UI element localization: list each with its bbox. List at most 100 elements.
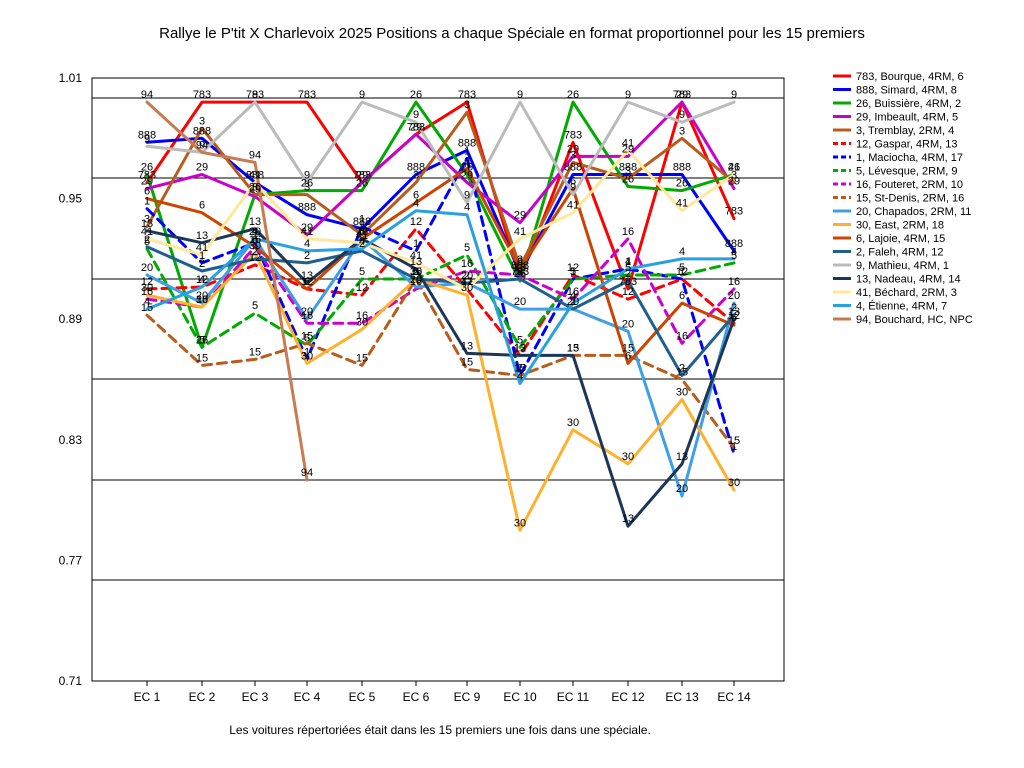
data-label-30: 30 [301,350,313,362]
data-label-4: 4 [731,246,737,258]
data-label-2: 2 [199,258,205,270]
data-label-5: 5 [517,334,523,346]
data-label-1: 1 [413,238,419,250]
data-label-888: 888 [673,161,691,173]
data-label-783: 783 [353,170,371,182]
data-label-6: 6 [679,290,685,302]
series-line-13 [145,227,736,528]
data-label-6: 6 [517,256,523,268]
data-label-41: 41 [141,226,153,238]
data-label-30: 30 [514,517,526,529]
legend-entry-30: 30, East, 2RM, 18 [856,220,944,232]
data-label-5: 5 [144,236,150,248]
data-label-1: 1 [517,362,523,374]
data-label-41: 41 [514,226,526,238]
data-label-888: 888 [353,216,371,228]
data-label-6: 6 [199,200,205,212]
data-label-26: 26 [249,182,261,194]
data-label-5: 5 [252,300,258,312]
data-label-5: 5 [731,250,737,262]
data-label-13: 13 [676,451,688,463]
data-label-6: 6 [625,350,631,362]
data-label-3: 3 [144,214,150,226]
series-line-9 [145,100,736,205]
data-label-6: 6 [359,226,365,238]
data-label-26: 26 [728,161,740,173]
data-label-9: 9 [252,89,258,101]
data-label-30: 30 [196,294,208,306]
data-label-3: 3 [359,222,365,234]
data-label-3: 3 [570,149,576,161]
data-label-26: 26 [196,334,208,346]
data-label-41: 41 [249,170,261,182]
data-label-783: 783 [407,121,425,133]
data-label-13: 13 [249,216,261,228]
y-tick-label: 0.71 [59,674,83,688]
legend-entry-2: 2, Faleh, 4RM, 12 [856,247,943,259]
data-label-16: 16 [249,234,261,246]
chart-footnote: Les voitures répertoriées était dans les… [229,723,651,737]
legend-entry-13: 13, Nadeau, 4RM, 14 [856,274,961,286]
legend-entry-15: 15, St-Denis, 2RM, 16 [856,193,964,205]
y-tick-label: 1.01 [59,71,83,85]
legend-entry-4: 4, Étienne, 4RM, 7 [856,300,947,313]
data-label-1: 1 [625,256,631,268]
data-label-888: 888 [564,161,582,173]
data-label-4: 4 [679,246,685,258]
data-label-16: 16 [410,276,422,288]
data-label-13: 13 [196,230,208,242]
data-label-9: 9 [413,109,419,121]
data-label-9: 9 [731,89,737,101]
data-label-16: 16 [728,276,740,288]
data-label-41: 41 [622,137,634,149]
data-label-30: 30 [410,266,422,278]
data-label-13: 13 [514,342,526,354]
legend-entry-1: 1, Maciocha, 4RM, 17 [856,152,963,164]
data-label-29: 29 [141,176,153,188]
data-label-15: 15 [356,352,368,364]
data-label-16: 16 [514,262,526,274]
data-label-3: 3 [413,170,419,182]
data-label-9: 9 [679,109,685,121]
data-label-20: 20 [301,306,313,318]
series-line-6 [145,167,736,365]
data-label-9: 9 [517,89,523,101]
data-label-41: 41 [301,226,313,238]
data-label-6: 6 [144,186,150,198]
data-label-12: 12 [676,266,688,278]
legend-entry-888: 888, Simard, 4RM, 8 [856,85,957,97]
data-label-15: 15 [728,435,740,447]
data-label-2: 2 [625,268,631,280]
data-label-1: 1 [359,214,365,226]
data-label-15: 15 [301,330,313,342]
data-label-5: 5 [359,266,365,278]
series-lines [145,100,736,532]
data-label-94: 94 [301,467,313,479]
data-label-783: 783 [619,276,637,288]
data-label-30: 30 [249,240,261,252]
data-label-9: 9 [304,170,310,182]
data-label-15: 15 [461,356,473,368]
data-label-1: 1 [144,196,150,208]
data-label-29: 29 [676,89,688,101]
x-axis-ticks: EC 1 EC 2 EC 3 EC 4 EC 5 EC 6 EC 9 EC 10 EC 11 EC… [134,681,751,704]
data-label-15: 15 [676,367,688,379]
data-label-4: 4 [625,256,631,268]
data-label-20: 20 [141,262,153,274]
data-label-5: 5 [464,242,470,254]
series-line-94 [145,100,309,482]
data-label-888: 888 [298,202,316,214]
data-label-12: 12 [567,262,579,274]
data-label-20: 20 [514,296,526,308]
data-label-41: 41 [728,161,740,173]
y-axis-ticks: 0.71 0.77 0.83 0.89 0.95 1.01 [59,71,83,688]
data-label-783: 783 [511,266,529,278]
data-label-12: 12 [410,216,422,228]
data-label-12: 12 [196,274,208,286]
data-label-5: 5 [570,266,576,278]
data-label-29: 29 [410,121,422,133]
data-label-783: 783 [193,89,211,101]
x-tick-label: EC 1 [134,690,161,704]
data-label-20: 20 [196,290,208,302]
